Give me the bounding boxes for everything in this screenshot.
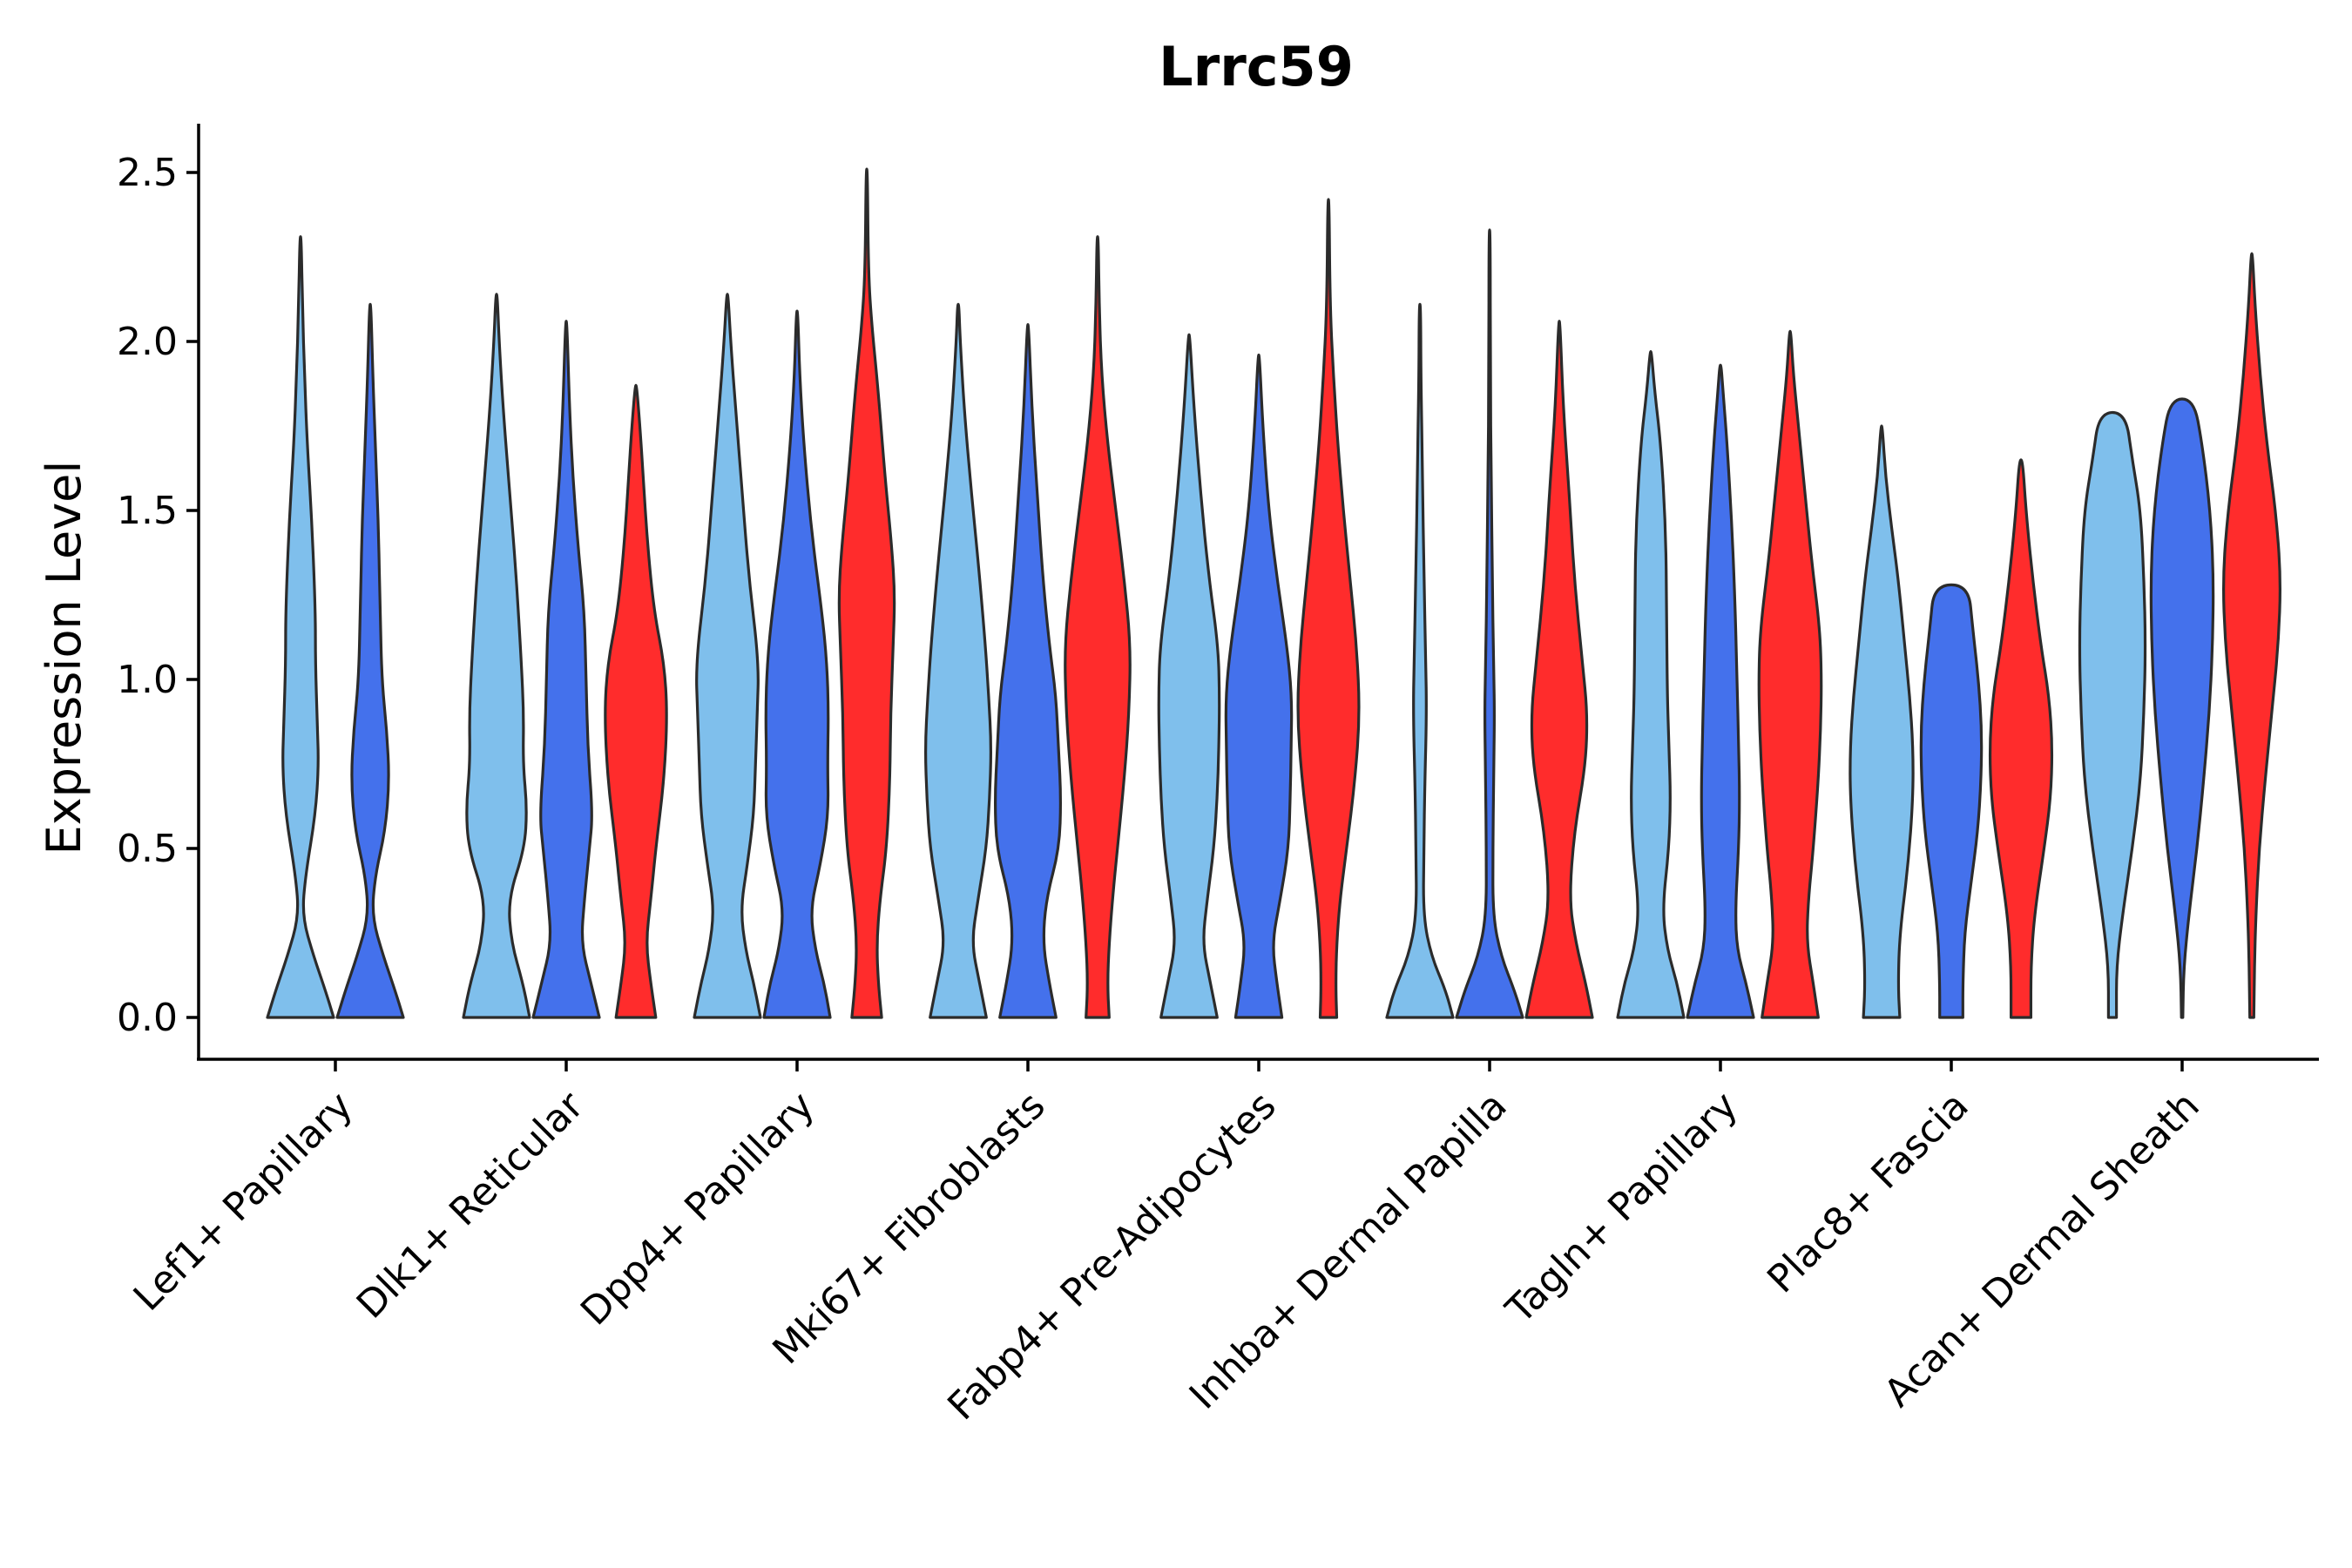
violin-inhba-dermal-papilla-s2 (1524, 320, 1594, 1019)
violin-fabp4-pre-adipocytes-s1 (1224, 353, 1294, 1019)
violin-tagln-papillary-s1 (1686, 363, 1755, 1019)
violin-lef1-papillary-s1 (335, 302, 405, 1019)
violin-fabp4-pre-adipocytes-s2 (1296, 198, 1361, 1019)
violin-tagln-papillary-s2 (1757, 329, 1823, 1019)
violin-plac8-fascia-s2 (1988, 458, 2054, 1019)
violin-mki67-fibroblasts-s0 (924, 302, 992, 1019)
violin-plac8-fascia-s1 (1919, 583, 1984, 1019)
y-tick-label: 2.5 (117, 151, 178, 195)
violin-dpp4-papillary-s0 (693, 293, 762, 1019)
x-tick-label: Lef1+ Papillary (125, 1084, 362, 1320)
y-tick-label: 1.0 (117, 658, 178, 702)
chart-title: Lrrc59 (1159, 35, 1354, 98)
violin-inhba-dermal-papilla-s0 (1385, 302, 1455, 1019)
violin-acan-dermal-sheath-s1 (2149, 397, 2215, 1019)
y-tick-label: 2.0 (117, 320, 178, 364)
violin-acan-dermal-sheath-s0 (2078, 410, 2147, 1019)
violin-dpp4-papillary-s1 (762, 309, 832, 1019)
violin-dlk1-reticular-s0 (462, 293, 531, 1019)
violin-tagln-papillary-s0 (1616, 350, 1686, 1019)
violin-lef1-papillary-s0 (266, 235, 335, 1019)
x-tick-label: Plac8+ Fascia (1759, 1084, 1977, 1302)
x-tick-label: Tagln+ Papillary (1497, 1084, 1747, 1333)
violin-dlk1-reticular-s2 (604, 383, 668, 1019)
violin-mki67-fibroblasts-s2 (1064, 235, 1132, 1019)
violin-acan-dermal-sheath-s2 (2222, 252, 2281, 1019)
y-tick-label: 0.0 (117, 996, 178, 1040)
y-axis-label: Expression Level (37, 461, 91, 855)
x-tick-label: Dpp4+ Papillary (572, 1084, 823, 1335)
violins-layer (266, 167, 2281, 1019)
x-tick-label: Dlk1+ Reticular (348, 1083, 593, 1328)
violin-inhba-dermal-papilla-s1 (1455, 228, 1524, 1019)
y-ticks: 0.0 0.5 1.0 1.5 2.0 2.5 (117, 151, 199, 1040)
violin-dpp4-papillary-s2 (837, 167, 896, 1019)
violin-mki67-fibroblasts-s1 (994, 323, 1062, 1019)
violin-plac8-fascia-s0 (1848, 424, 1915, 1019)
violin-dlk1-reticular-s1 (531, 320, 601, 1019)
y-tick-label: 0.5 (117, 827, 178, 871)
y-tick-label: 1.5 (117, 489, 178, 533)
violin-fabp4-pre-adipocytes-s0 (1157, 333, 1221, 1019)
